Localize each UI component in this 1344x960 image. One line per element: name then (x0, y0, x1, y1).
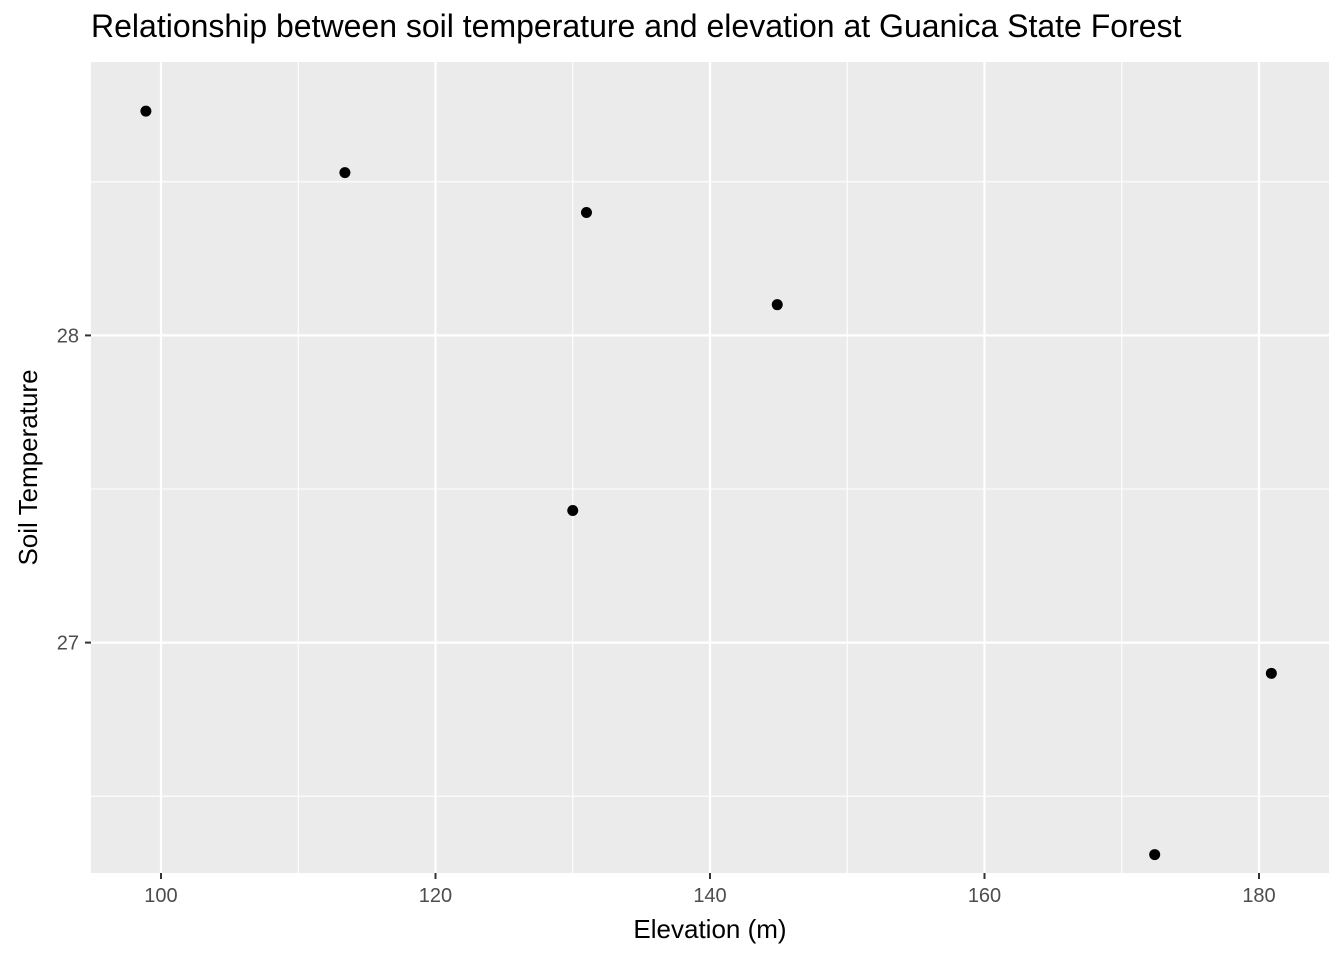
y-axis-title: Soil Temperature (13, 369, 43, 565)
x-tick-label: 180 (1242, 885, 1275, 907)
data-point (567, 505, 579, 517)
major-grid (91, 62, 1329, 873)
y-axis: 27 28 (57, 325, 91, 655)
data-point (1149, 849, 1161, 861)
data-point (1265, 667, 1277, 679)
data-point (580, 207, 592, 219)
chart-title: Relationship between soil temperature an… (91, 8, 1182, 44)
data-point (140, 105, 152, 117)
data-points (140, 105, 1277, 861)
x-tick-label: 100 (144, 885, 177, 907)
y-tick-label: 27 (57, 633, 79, 655)
y-tick-label: 28 (57, 325, 79, 347)
data-point (339, 167, 351, 179)
data-point (771, 299, 783, 311)
x-tick-label: 160 (968, 885, 1001, 907)
x-tick-label: 120 (419, 885, 452, 907)
x-axis: 100 120 140 160 180 (144, 873, 1276, 907)
x-axis-title: Elevation (m) (633, 914, 786, 944)
x-tick-label: 140 (693, 885, 726, 907)
